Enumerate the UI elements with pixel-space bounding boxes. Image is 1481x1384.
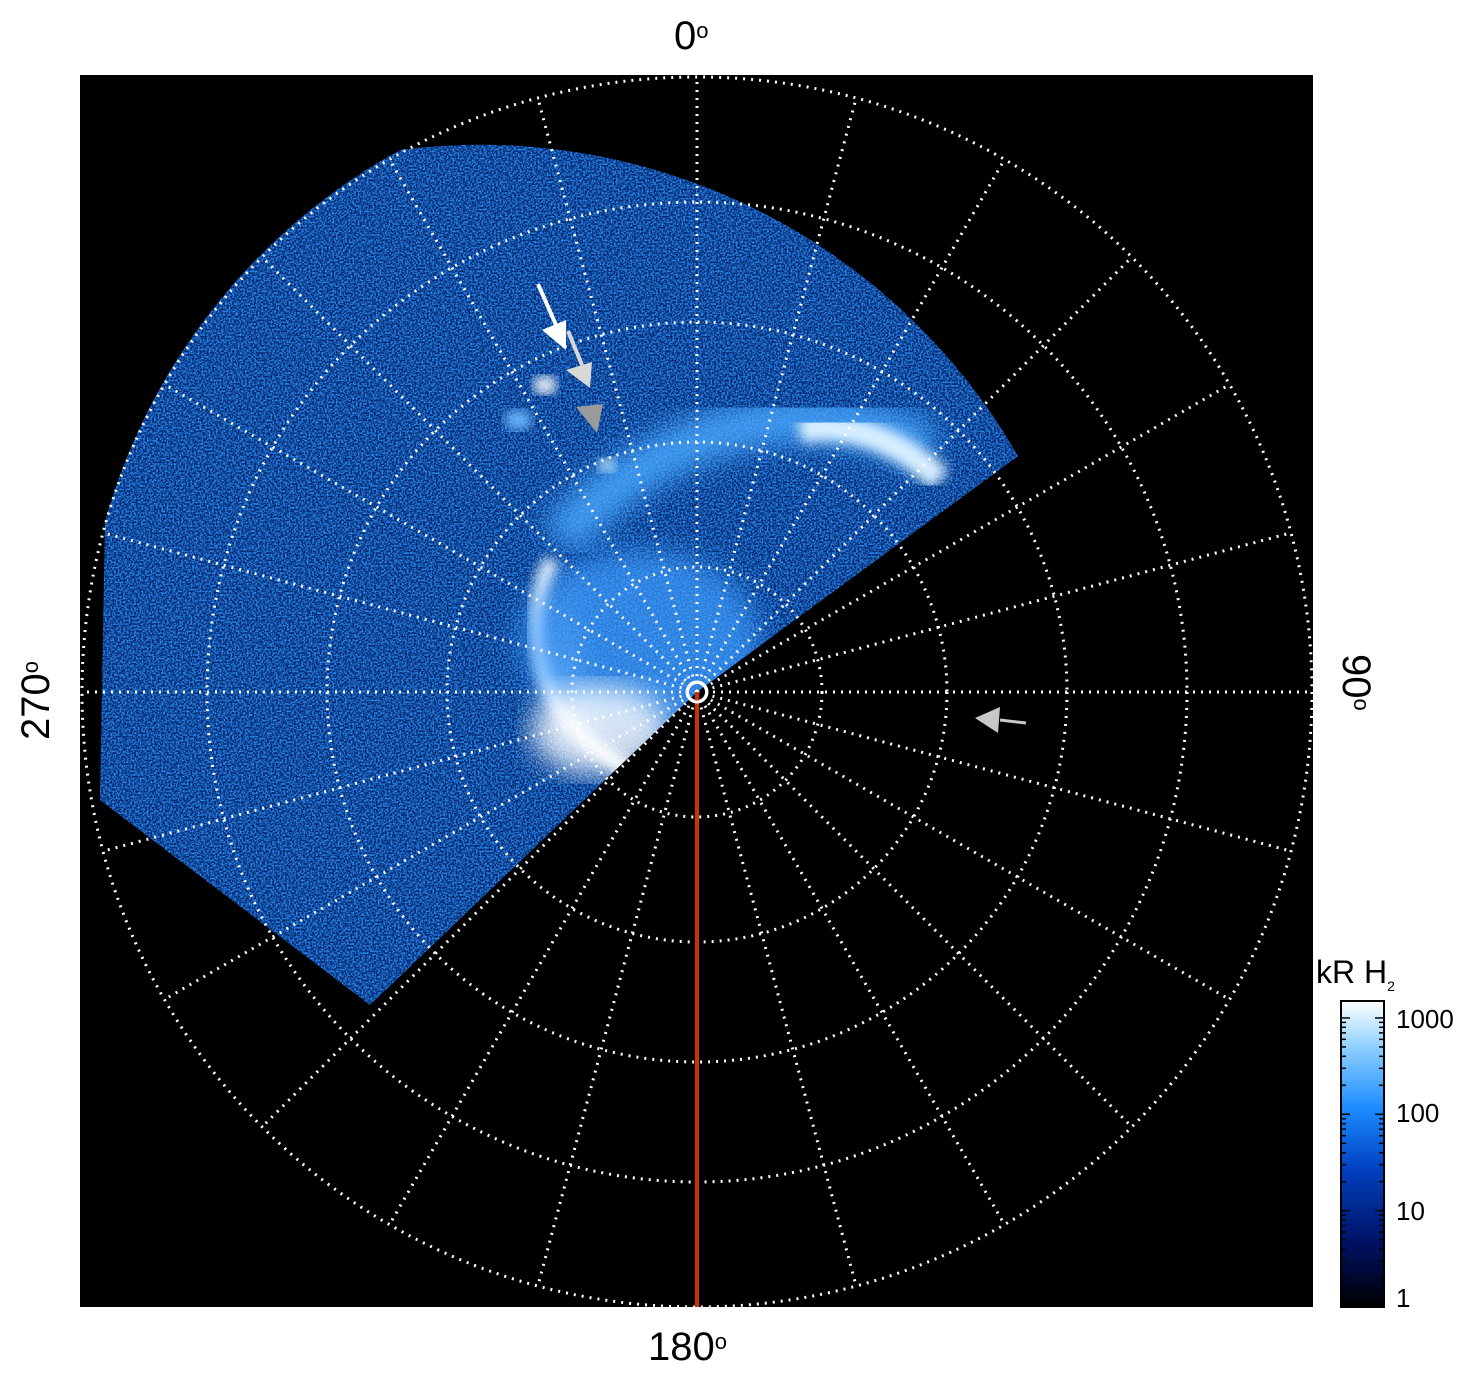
longitude-line xyxy=(696,690,1292,853)
angle-label-bottom: 180o xyxy=(648,1325,727,1369)
latitude-circle xyxy=(570,565,824,819)
colorbar-tick-label: 10 xyxy=(1396,1196,1425,1226)
longitude-line xyxy=(536,691,699,1287)
colorbar-tick-label: 100 xyxy=(1396,1098,1440,1128)
longitude-line xyxy=(696,531,1292,694)
longitude-line xyxy=(388,691,699,1226)
longitude-line xyxy=(695,691,858,1287)
longitude-line xyxy=(696,383,1231,694)
angle-label-right: 90o xyxy=(1334,654,1378,711)
colorbar-tick-label: 1000 xyxy=(1396,1004,1454,1034)
longitude-line xyxy=(388,158,699,693)
white-arrow xyxy=(536,283,566,350)
pole-marker xyxy=(685,680,709,704)
angle-label-left: 270o xyxy=(14,661,58,740)
colorbar-minor-ticks xyxy=(1341,1017,1384,1308)
longitude-line xyxy=(163,690,698,1001)
right-gray-arrow xyxy=(975,707,1027,733)
light-gray-arrow xyxy=(566,330,592,388)
longitude-line xyxy=(695,690,1133,1128)
longitude-line xyxy=(102,690,698,853)
colorbar xyxy=(1340,1000,1385,1308)
angle-label-top: 0o xyxy=(674,14,709,58)
longitude-line xyxy=(261,690,699,1128)
gray-arrowhead xyxy=(576,404,603,433)
longitude-line xyxy=(696,690,1231,1001)
colorbar-title: kR H2 xyxy=(1316,954,1395,994)
longitude-line xyxy=(695,97,858,693)
longitude-line xyxy=(695,158,1006,693)
longitude-line xyxy=(695,691,1006,1226)
longitude-line xyxy=(261,256,699,694)
longitude-line xyxy=(695,256,1133,694)
latitude-circle xyxy=(80,75,1313,1307)
longitude-line xyxy=(102,531,698,694)
colorbar-tick-label: 1 xyxy=(1396,1283,1411,1313)
longitude-line xyxy=(163,383,698,694)
longitude-line xyxy=(536,97,699,693)
